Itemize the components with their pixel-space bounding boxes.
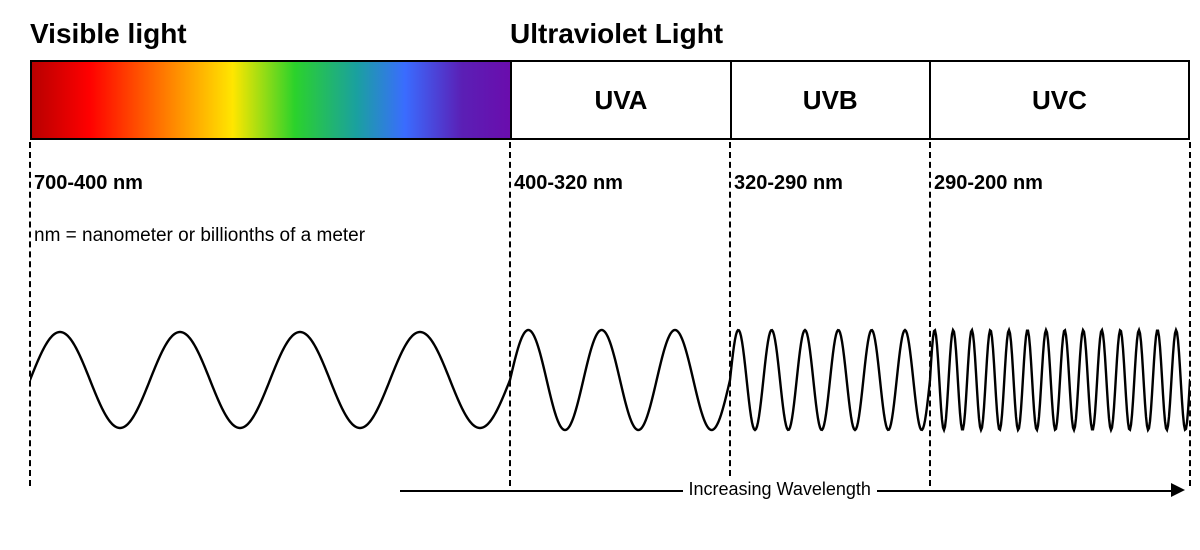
spectrum-band-row: UVA UVB UVC (30, 60, 1190, 140)
nanometer-note: nm = nanometer or billionths of a meter (34, 225, 365, 247)
range-label-uvb: 320-290 nm (734, 172, 843, 195)
uva-cell: UVA (510, 62, 729, 138)
visible-spectrum-gradient (32, 62, 510, 138)
diagram-canvas: Visible light Ultraviolet Light UVA UVB … (0, 0, 1200, 550)
uvb-cell: UVB (730, 62, 929, 138)
range-label-uvc: 290-200 nm (934, 172, 1043, 195)
wavelength-wave (30, 300, 1190, 460)
arrow-head-icon (1171, 483, 1185, 497)
range-label-visible: 700-400 nm (34, 172, 143, 195)
range-label-uva: 400-320 nm (514, 172, 623, 195)
increasing-wavelength-label: Increasing Wavelength (683, 479, 877, 500)
uvc-cell: UVC (929, 62, 1188, 138)
heading-ultraviolet-light: Ultraviolet Light (510, 18, 723, 50)
heading-visible-light: Visible light (30, 18, 187, 50)
